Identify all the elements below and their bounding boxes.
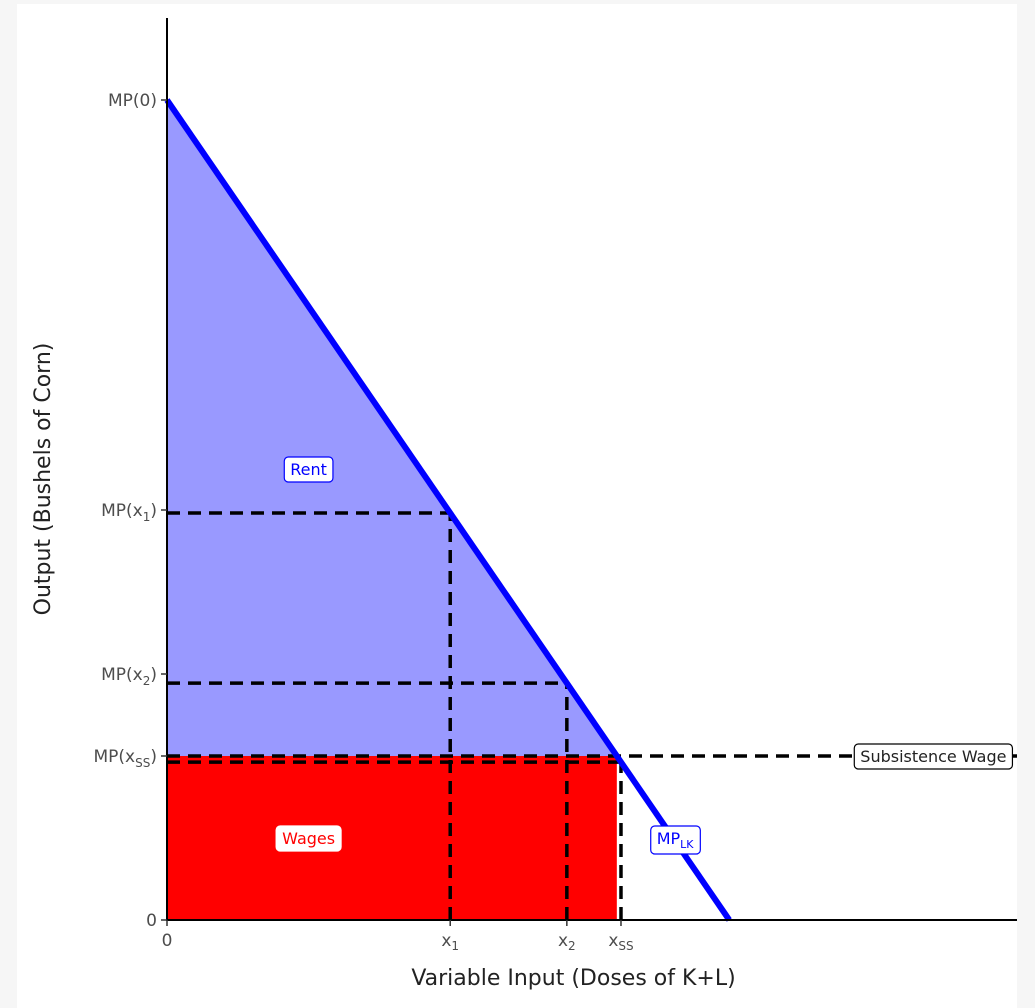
- mp-label: MPLK: [650, 825, 701, 855]
- x-tick-label-3: xSS: [608, 931, 633, 953]
- mp-label-text: MPLK: [657, 829, 695, 851]
- x-tick-label-1: x1: [441, 931, 459, 953]
- y-tick-label-1: MP(xSS): [94, 747, 158, 770]
- x-tick-label-0: 0: [162, 931, 173, 951]
- y-tick-label-0: 0: [146, 911, 157, 931]
- y-tick-label-3: MP(x1): [101, 501, 157, 524]
- x-axis-title: Variable Input (Doses of K+L): [411, 966, 735, 991]
- x-tick-label-2: x2: [558, 931, 576, 953]
- wages-label-text: Wages: [282, 829, 335, 848]
- y-tick-label-2: MP(x2): [101, 665, 157, 688]
- rent-label: Rent: [283, 456, 334, 483]
- subsistence-label-box: [853, 743, 1014, 770]
- rent-label-text: Rent: [290, 460, 327, 479]
- wages-label-box: [275, 825, 342, 852]
- wages-area: [167, 756, 617, 920]
- y-tick-label-4: MP(0): [108, 91, 157, 111]
- subsistence-label: Subsistence Wage: [853, 743, 1014, 770]
- subsistence-label-text: Subsistence Wage: [860, 747, 1006, 766]
- wages-label: Wages: [275, 825, 342, 852]
- rent-label-box: [283, 456, 334, 483]
- y-axis-title: Output (Bushels of Corn): [31, 343, 56, 616]
- mp-label-box: [650, 825, 701, 855]
- mp-line: [164, 98, 732, 922]
